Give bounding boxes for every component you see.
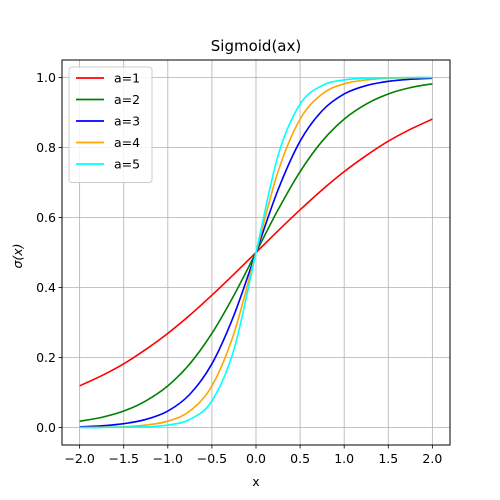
x-tick-label: 0.0	[246, 451, 266, 466]
legend-label: a=1	[114, 71, 140, 86]
x-tick-label: 1.5	[378, 451, 398, 466]
y-tick-label: 0.4	[36, 280, 56, 295]
legend-label: a=3	[114, 114, 140, 129]
legend-label: a=2	[114, 92, 140, 107]
series-lines	[79, 76, 433, 429]
legend-label: a=4	[114, 135, 140, 150]
grid	[62, 60, 450, 445]
y-tick-label: 0.8	[36, 140, 56, 155]
legend-box	[68, 66, 153, 183]
legend: a=1 a=2 a=3 a=4 a=5	[68, 66, 153, 183]
x-tick-label: −1.5	[109, 451, 139, 466]
x-tick-label: 0.5	[290, 451, 310, 466]
x-tick-label: −2.0	[64, 451, 94, 466]
series-line-a-5	[79, 76, 433, 429]
legend-label: a=5	[114, 157, 140, 172]
x-axis-label: x	[252, 474, 259, 489]
y-tick-label: 0.6	[36, 210, 56, 225]
x-tick-label: 2.0	[422, 451, 442, 466]
y-tick-label: 0.2	[36, 350, 56, 365]
y-axis-label: σ(x)	[10, 243, 25, 268]
y-tick-label: 1.0	[36, 70, 56, 85]
x-tick-label: −0.5	[197, 451, 227, 466]
y-tick-label: 0.0	[36, 420, 56, 435]
axis-ticks: −2.0 −1.5 −1.0 −0.5 0.0 0.5 1.0 1.5 2.0 0.0 0.2 0.4…	[36, 70, 442, 466]
x-tick-label: −1.0	[153, 451, 183, 466]
x-tick-label: 1.0	[334, 451, 354, 466]
chart-title: Sigmoid(ax)	[211, 37, 301, 55]
